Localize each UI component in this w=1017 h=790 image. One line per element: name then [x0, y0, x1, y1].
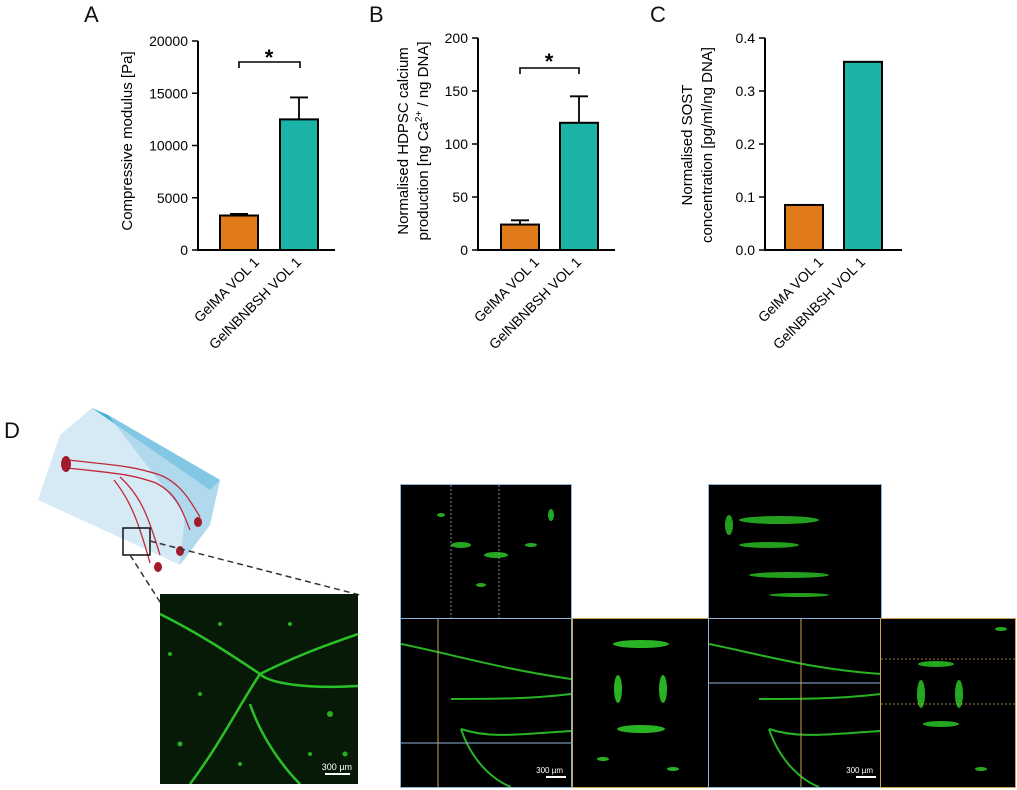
vessel-network — [67, 459, 201, 564]
significance-star-a: * — [265, 45, 274, 70]
zoomed-fluorescence-image: 300 µm — [160, 594, 358, 784]
error-bar-b-gelma — [511, 219, 529, 225]
y-tick-label-b: 50 — [452, 189, 468, 205]
ortho-top-view-1 — [400, 484, 572, 619]
y-tick-label-b: 0 — [460, 242, 468, 258]
y-tick-label-a: 5000 — [157, 190, 188, 206]
ortho-main-view-2: 300 µm — [708, 618, 882, 788]
significance-star-b: * — [545, 49, 554, 74]
y-tick-label-a: 0 — [180, 242, 188, 258]
hydrogel-side-face — [108, 415, 220, 565]
significance-bracket-a — [238, 61, 301, 68]
ortho-side-view-2 — [880, 618, 1016, 788]
y-axis-label-b-line2: production [ng Ca2+ / ng DNA] — [414, 41, 432, 240]
panel-label-d: D — [4, 418, 20, 443]
bar-c-gelnbnbsh — [843, 60, 883, 251]
bar-b-gelnbnbsh — [559, 121, 599, 251]
chart-b: Normalised HDPSC calcium production [ng … — [395, 30, 615, 352]
y-axis-label-b-line1: Normalised HDPSC calcium — [395, 47, 412, 235]
bar-a-gelma — [219, 214, 259, 251]
y-axis-label-c-line2: concentration [pg/ml/ng DNA] — [699, 47, 716, 243]
panel-label-b: B — [369, 2, 384, 27]
y-axis-label-c-line1: Normalised SOST — [679, 85, 696, 206]
chart-c: Normalised SOST concentration [pg/ml/ng … — [679, 30, 902, 352]
ortho-main-content-2 — [709, 619, 881, 787]
zoom-line-right — [149, 540, 361, 596]
y-tick-label-a: 15000 — [149, 85, 188, 101]
vessel-outlet-1 — [194, 517, 202, 527]
significance-bracket-b — [519, 67, 580, 74]
channel-schematic — [38, 408, 361, 605]
y-tick-label-c: 0.2 — [736, 136, 756, 152]
bar-a-gelnbnbsh — [279, 118, 319, 251]
zoomed-image-content — [160, 612, 358, 784]
y-tick-label-c: 0.4 — [736, 30, 756, 46]
ortho-top-content-2 — [725, 515, 829, 597]
y-tick-label-a: 10000 — [149, 138, 188, 154]
y-tick-label-b: 100 — [445, 136, 469, 152]
ortho-side-view-1 — [572, 618, 710, 788]
ortho-main-view-1: 300 µm — [400, 618, 572, 788]
y-tick-label-c: 0.0 — [736, 242, 756, 258]
ortho-side-content-2 — [881, 627, 1015, 771]
chart-a: Compressive modulus [Pa] 0 5000 10000 15000… — [119, 33, 335, 352]
bar-b-gelma — [500, 223, 540, 251]
ortho-side-content-1 — [597, 640, 679, 771]
scale-bar-label-3: 300 µm — [846, 766, 873, 775]
ortho-main-content-1 — [401, 619, 571, 787]
error-bar-a-gelnbnbsh — [290, 96, 308, 120]
y-tick-label-c: 0.3 — [736, 83, 756, 99]
ortho-top-view-2 — [708, 484, 882, 619]
panel-label-c: C — [650, 2, 666, 27]
error-bar-a-gelma — [230, 213, 248, 216]
error-bar-b-gelnbnbsh — [570, 95, 588, 123]
vessel-outlet-3 — [154, 562, 162, 572]
vessel-outlet-2 — [176, 546, 184, 556]
bar-c-gelma — [784, 203, 824, 251]
scale-bar-label-1: 300 µm — [321, 762, 352, 772]
panel-label-a: A — [84, 2, 99, 27]
y-tick-label-b: 150 — [445, 83, 469, 99]
y-tick-label-a: 20000 — [149, 33, 188, 49]
y-tick-label-c: 0.1 — [736, 189, 756, 205]
y-tick-label-b: 200 — [445, 30, 469, 46]
vessel-inlet — [61, 456, 71, 472]
scale-bar-label-2: 300 µm — [536, 766, 563, 775]
y-axis-label-a: Compressive modulus [Pa] — [119, 51, 136, 230]
ortho-top-content-1 — [437, 485, 554, 618]
